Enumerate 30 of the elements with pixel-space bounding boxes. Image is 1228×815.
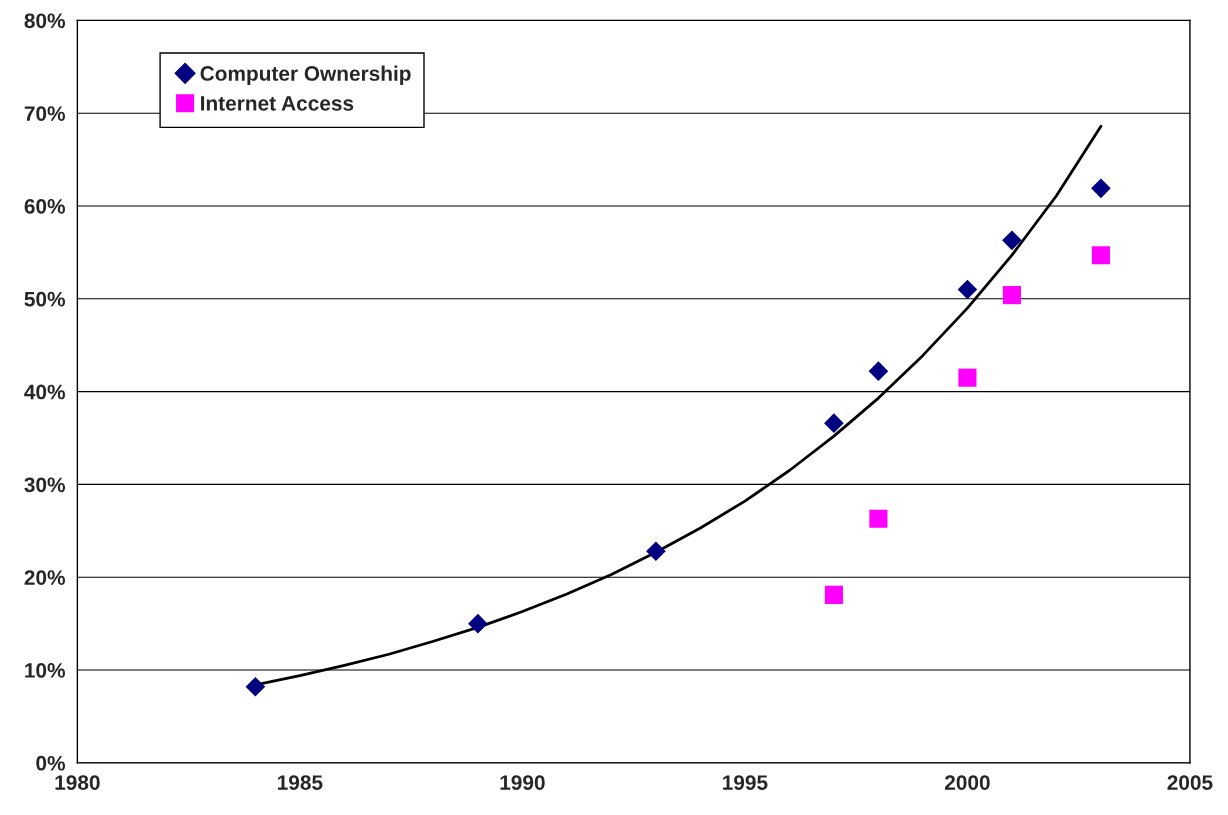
point: [868, 361, 889, 382]
y-tick-label: 20%: [24, 570, 66, 585]
x-tick-label: 2000: [944, 775, 990, 790]
legend-label: Internet Access: [201, 96, 354, 111]
point: [646, 541, 666, 562]
point: [824, 413, 844, 433]
x-tick-label: 1995: [723, 775, 768, 790]
x-tick-label: 2005: [1167, 775, 1213, 790]
point: [1091, 178, 1111, 199]
point: [468, 613, 488, 634]
y-tick-label: 0%: [36, 755, 66, 771]
y-tick-label: 10%: [25, 663, 66, 678]
y-tick-label: 60%: [24, 198, 66, 214]
y-tick-label: 30%: [24, 477, 66, 493]
legend-label: Computer Ownership: [200, 65, 411, 85]
y-tick-label: 50%: [24, 291, 66, 307]
point: [958, 368, 977, 387]
x-tick-label: 1990: [500, 775, 545, 790]
x-tick-label: 1985: [278, 775, 323, 790]
point: [957, 279, 978, 300]
y-tick-label: 40%: [24, 384, 66, 400]
point: [1002, 230, 1022, 251]
y-tick-label: 70%: [24, 106, 66, 121]
point: [824, 585, 843, 604]
point: [1002, 286, 1021, 305]
x-tick-label: 1980: [55, 775, 100, 790]
y-tick-label: 80%: [24, 13, 66, 29]
point: [869, 509, 888, 528]
point: [1091, 246, 1110, 265]
point: [245, 676, 266, 697]
